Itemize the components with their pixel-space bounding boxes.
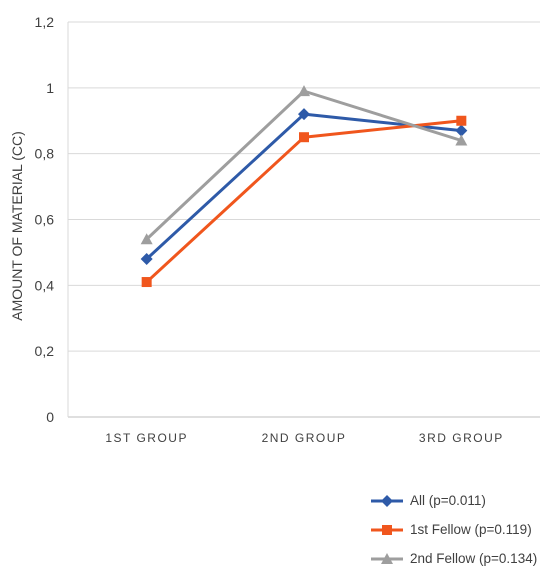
data-point xyxy=(381,494,393,507)
legend: All (p=0.011) 1st Fellow (p=0.119) 2nd Fel… xyxy=(370,486,546,573)
series-1 xyxy=(141,115,467,288)
series-2 xyxy=(140,85,468,245)
series-line xyxy=(145,119,462,284)
legend-swatch xyxy=(371,552,403,564)
x-tick-label: 1ST GROUP xyxy=(105,431,188,445)
y-axis-title: AMOUNT OF MATERIAL (CC) xyxy=(9,131,25,321)
legend-label: 2nd Fellow (p=0.134) xyxy=(410,551,538,566)
y-tick-label: 0 xyxy=(46,409,54,425)
data-point xyxy=(455,124,468,137)
legend-label: All (p=0.011) xyxy=(410,493,486,508)
data-point xyxy=(381,552,393,564)
y-tick-label: 0,8 xyxy=(35,146,55,162)
legend-item: 2nd Fellow (p=0.134) xyxy=(370,544,546,573)
legend-swatch xyxy=(371,524,403,535)
y-tick-label: 0,2 xyxy=(35,343,55,359)
data-point xyxy=(140,253,153,265)
y-tick-label: 0,6 xyxy=(35,212,55,228)
data-point xyxy=(456,115,467,126)
data-point xyxy=(141,277,152,288)
data-point xyxy=(140,233,153,245)
data-point xyxy=(382,524,392,535)
x-tick-label: 2ND GROUP xyxy=(262,431,347,445)
y-tick-label: 1 xyxy=(46,80,54,96)
series-layer xyxy=(140,85,468,288)
legend-item: 1st Fellow (p=0.119) xyxy=(370,515,546,544)
data-point xyxy=(455,134,468,146)
y-tick-label: 1,2 xyxy=(35,14,55,30)
x-tick-label: 3RD GROUP xyxy=(419,431,504,445)
data-point xyxy=(298,85,310,97)
data-point xyxy=(299,132,309,143)
y-axis-ticks: 0 0,2 0,4 0,6 0,8 1 1,2 xyxy=(35,14,55,425)
legend-swatch xyxy=(371,494,403,507)
legend-item: All (p=0.011) xyxy=(370,486,546,515)
legend-label: 1st Fellow (p=0.119) xyxy=(410,522,532,537)
x-axis-ticks: 1ST GROUP 2ND GROUP 3RD GROUP xyxy=(105,431,504,445)
gridlines xyxy=(67,21,540,418)
data-point xyxy=(298,108,310,121)
y-tick-label: 0,4 xyxy=(35,277,55,293)
